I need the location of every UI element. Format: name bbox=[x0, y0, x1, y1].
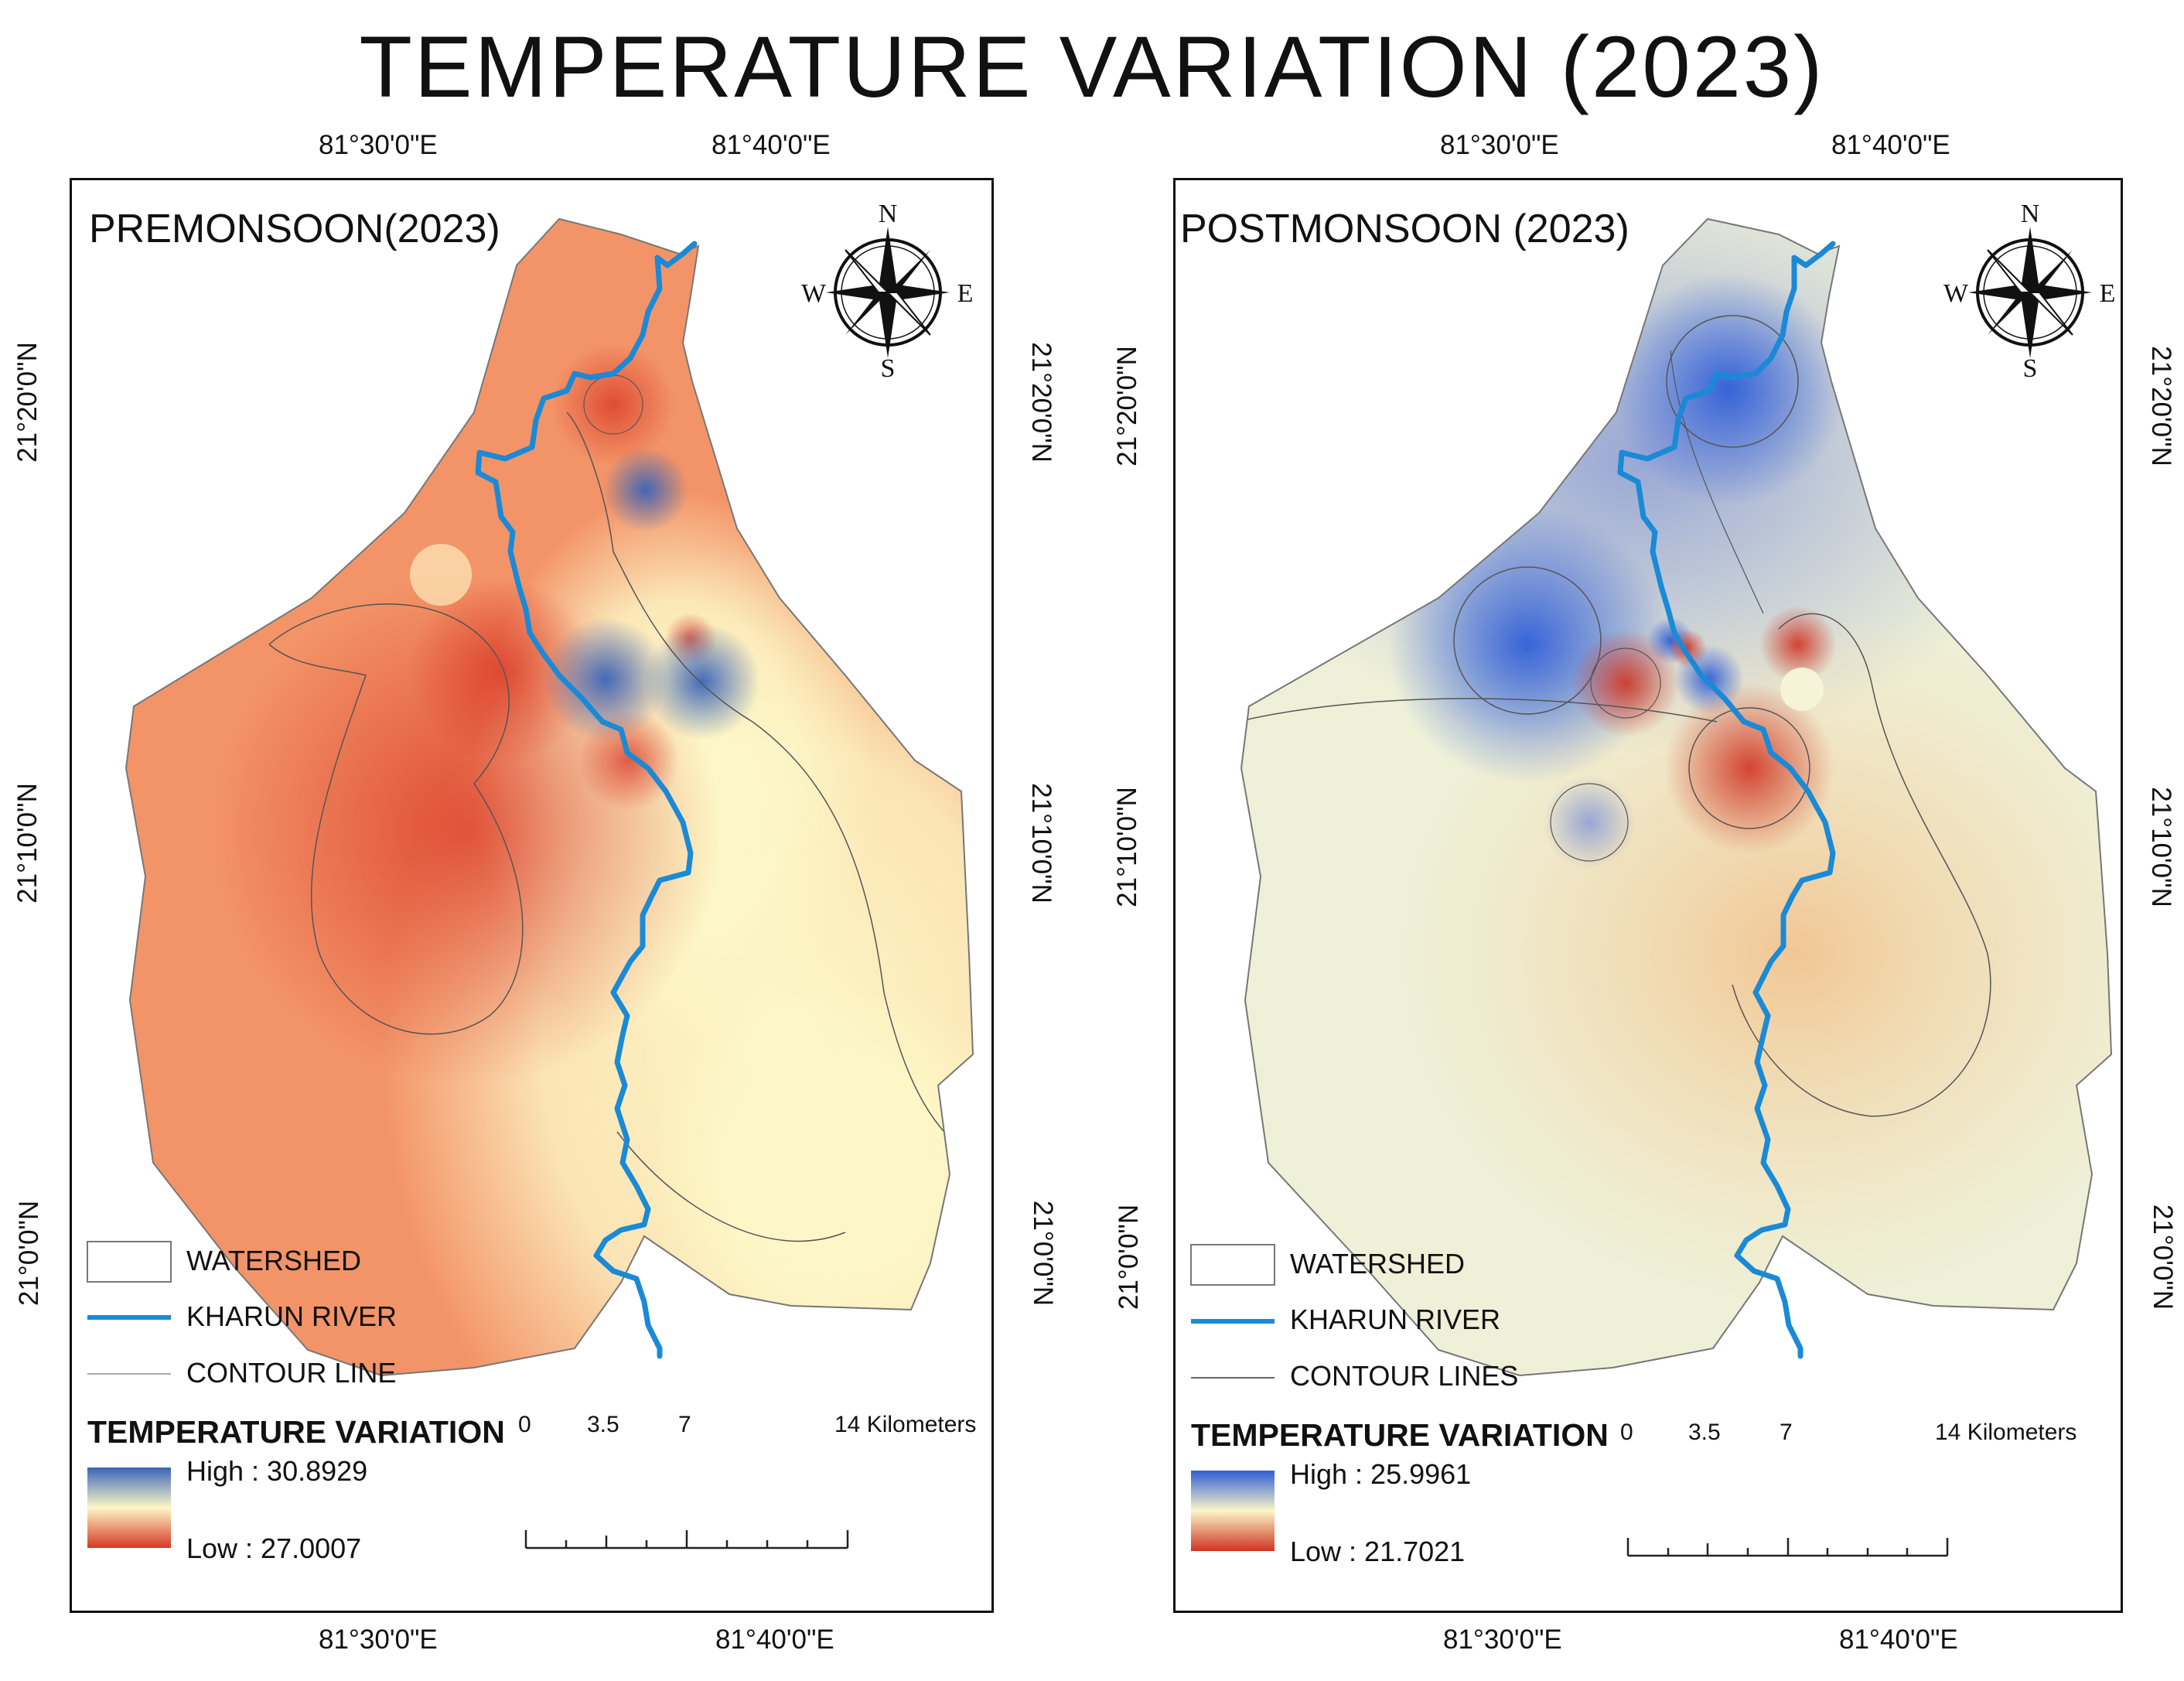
legend-river-label: KHARUN RIVER bbox=[1290, 1303, 1501, 1335]
scale-label-3-5: 3.5 bbox=[1688, 1420, 1721, 1445]
watershed-boundary bbox=[1240, 217, 2113, 1377]
compass-rose-icon: N S W E bbox=[1943, 200, 2116, 383]
legend-watershed: WATERSHED bbox=[87, 1240, 629, 1283]
compass-s: S bbox=[2023, 354, 2038, 381]
compass-w: W bbox=[1943, 279, 1969, 308]
temperature-color-ramp bbox=[87, 1467, 171, 1548]
north-arrow: N S W E bbox=[795, 196, 981, 385]
premonsoon-map-frame: PREMONSOON(2023) N S W E WATERSH bbox=[70, 178, 994, 1613]
compass-rose-icon: N S W E bbox=[801, 200, 974, 383]
legend-contour-label: CONTOUR LINE bbox=[186, 1357, 397, 1389]
legend-contour-label: CONTOUR LINES bbox=[1290, 1360, 1519, 1392]
bottom-lon-2: 81°40'0"E bbox=[1839, 1625, 1958, 1655]
top-lon-2: 81°40'0"E bbox=[712, 130, 831, 160]
right-lat-1: 21°20'0"N bbox=[1025, 342, 1056, 463]
watershed-legend-symbol bbox=[87, 1241, 172, 1283]
temperature-color-ramp bbox=[1191, 1471, 1275, 1551]
kharun-river bbox=[1617, 241, 1836, 1359]
legend-river-label: KHARUN RIVER bbox=[186, 1300, 398, 1332]
legend-high: High : 30.8929 bbox=[186, 1455, 368, 1487]
compass-n: N bbox=[2021, 200, 2040, 228]
premonsoon-map bbox=[87, 217, 974, 1549]
left-lat-3: 21°0'0"N bbox=[14, 1200, 45, 1307]
legend-title: TEMPERATURE VARIATION bbox=[1191, 1417, 1609, 1453]
legend-low: Low : 21.7021 bbox=[1290, 1536, 1466, 1567]
bottom-lon-2: 81°40'0"E bbox=[715, 1625, 834, 1655]
top-lon-1: 81°30'0"E bbox=[319, 130, 438, 160]
scale-label-0: 0 bbox=[518, 1412, 531, 1437]
season-title: PREMONSOON(2023) bbox=[89, 207, 500, 251]
legend-river: KHARUN RIVER bbox=[87, 1296, 629, 1339]
legend-watershed: WATERSHED bbox=[1191, 1243, 1732, 1286]
bottom-lon-1: 81°30'0"E bbox=[1443, 1625, 1562, 1655]
scale-bar-lines bbox=[1626, 1538, 1949, 1557]
right-lat-2: 21°10'0"N bbox=[2145, 787, 2176, 907]
season-title: POSTMONSOON (2023) bbox=[1180, 207, 1629, 251]
kharun-river bbox=[475, 241, 698, 1359]
left-lat-1: 21°20'0"N bbox=[1111, 346, 1142, 466]
premonsoon-surface bbox=[126, 219, 973, 1375]
right-lat-2: 21°10'0"N bbox=[1025, 783, 1056, 904]
scale-label-0: 0 bbox=[1620, 1420, 1633, 1445]
compass-e: E bbox=[957, 279, 974, 308]
legend-river: KHARUN RIVER bbox=[1191, 1299, 1732, 1342]
scale-label-7: 7 bbox=[1780, 1420, 1793, 1445]
top-lon-1: 81°30'0"E bbox=[1440, 130, 1559, 160]
legend-title: TEMPERATURE VARIATION bbox=[87, 1414, 505, 1450]
main-title: TEMPERATURE VARIATION (2023) bbox=[359, 19, 1825, 115]
left-lat-2: 21°10'0"N bbox=[12, 783, 43, 904]
scale-label-3-5: 3.5 bbox=[587, 1412, 619, 1437]
postmonsoon-map bbox=[1190, 217, 2113, 1557]
right-lat-1: 21°20'0"N bbox=[2145, 346, 2176, 466]
compass-w: W bbox=[801, 279, 827, 308]
bottom-lon-1: 81°30'0"E bbox=[319, 1625, 438, 1655]
left-lat-2: 21°10'0"N bbox=[1111, 787, 1142, 907]
left-lat-1: 21°20'0"N bbox=[12, 342, 43, 463]
legend-high: High : 25.9961 bbox=[1290, 1458, 1472, 1490]
left-lat-3: 21°0'0"N bbox=[1114, 1204, 1145, 1310]
north-arrow: N S W E bbox=[1937, 196, 2121, 385]
watershed-legend-symbol bbox=[1190, 1244, 1275, 1286]
scale-bar-lines bbox=[524, 1530, 849, 1549]
compass-n: N bbox=[879, 200, 898, 228]
scale-label-7: 7 bbox=[678, 1412, 691, 1437]
legend-watershed-label: WATERSHED bbox=[186, 1245, 362, 1276]
legend-low: Low : 27.0007 bbox=[186, 1532, 362, 1564]
legend-contour: CONTOUR LINES bbox=[1191, 1355, 1732, 1399]
top-lon-2: 81°40'0"E bbox=[1831, 130, 1950, 160]
scale-label-14: 14 Kilometers bbox=[834, 1412, 977, 1437]
watershed-boundary bbox=[125, 217, 974, 1377]
legend-contour: CONTOUR LINE bbox=[87, 1352, 629, 1396]
right-lat-3: 21°0'0"N bbox=[1028, 1200, 1059, 1307]
legend-watershed-label: WATERSHED bbox=[1290, 1248, 1466, 1280]
scale-label-14: 14 Kilometers bbox=[1935, 1420, 2077, 1445]
right-lat-3: 21°0'0"N bbox=[2148, 1204, 2179, 1310]
compass-e: E bbox=[2100, 279, 2116, 308]
postmonsoon-map-frame: POSTMONSOON (2023) N S W E WATER bbox=[1173, 178, 2123, 1613]
compass-s: S bbox=[881, 354, 896, 381]
